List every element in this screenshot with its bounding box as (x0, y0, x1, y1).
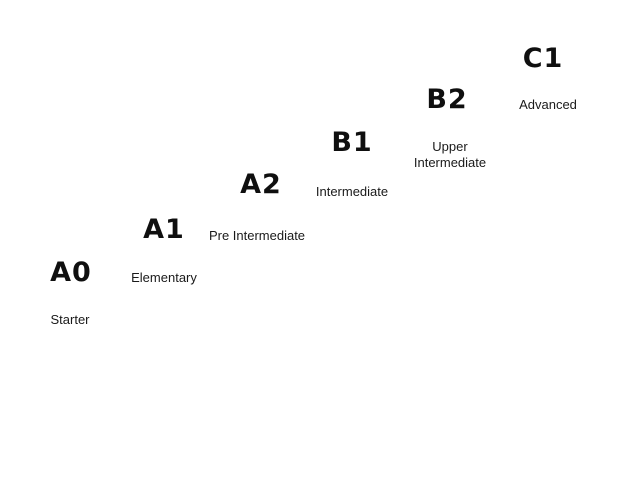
level-name-line: Starter (50, 312, 90, 327)
level-code: A0 (50, 257, 92, 288)
level-code: B1 (331, 127, 373, 158)
level-code: B2 (426, 84, 468, 115)
level-name-line: Intermediate (413, 155, 487, 170)
level-code: A1 (143, 214, 185, 245)
level-name: Pre Intermediate (204, 228, 310, 244)
level-name-line: Upper (432, 139, 468, 154)
level-name: Intermediate (308, 184, 396, 200)
level-name: Elementary (119, 270, 209, 286)
level-name: Advanced (504, 97, 592, 113)
level-name: Starter (30, 312, 110, 328)
level-name-line: Advanced (519, 97, 577, 112)
level-name-line: Intermediate (315, 184, 389, 199)
level-name-line: Elementary (131, 270, 197, 285)
level-code: C1 (522, 43, 564, 74)
level-name: Upper Intermediate (406, 139, 494, 171)
level-name-line: Pre Intermediate (208, 228, 306, 243)
level-code: A2 (240, 169, 282, 200)
